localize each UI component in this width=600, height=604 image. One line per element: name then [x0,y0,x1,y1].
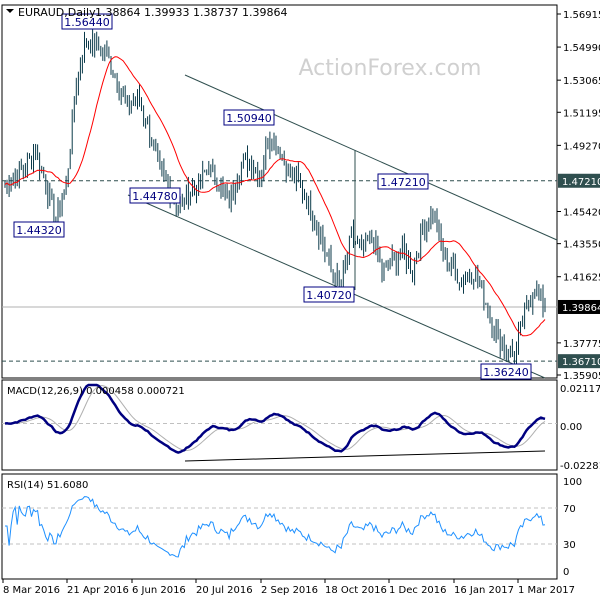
x-tick-label: 1 Dec 2016 [389,585,447,596]
price-level-tag [558,173,600,188]
price-annotation-text: 1.44780 [132,190,178,203]
price-annotation-text: 1.47210 [380,176,426,189]
x-tick-label: 20 Jul 2016 [196,585,253,596]
price-annotation-text: 1.50940 [226,112,272,125]
y-tick-label: 1.45420 [563,208,600,219]
header-symbol: EURAUD,Daily [18,6,96,19]
price-annotation-box [303,286,355,303]
x-tick-label: 18 Oct 2016 [325,585,387,596]
price-annotation-text: 1.44320 [16,224,62,237]
x-tick-label: 6 Jun 2016 [132,585,186,596]
price-annotation-text: 1.40720 [306,289,352,302]
macd-line [4,383,546,454]
y-tick-label: 1.37775 [563,339,600,350]
macd-y-tick-label: 0.021171 [560,384,600,395]
main-panel [1,4,558,379]
rsi-y-tick-label: 100 [563,477,582,488]
y-tick-label: 1.35905 [563,371,600,382]
y-tick-label: 1.56915 [563,10,600,21]
x-tick-label: 16 Jan 2017 [454,585,514,596]
current-price-tag-text: 1.39864 [562,303,600,314]
current-price-tag [558,299,600,314]
price-annotation-box [223,109,275,126]
header-menu-triangle-icon[interactable] [6,9,14,13]
x-tick-label: 21 Apr 2016 [67,585,129,596]
macd-signal-line [4,385,546,451]
macd-y-tick-label: -0.022814 [560,461,600,472]
y-tick-label: 1.43550 [563,240,600,251]
macd-title: MACD(12,26,9) 0.000458 0.000721 [7,386,185,397]
rsi-y-tick-label: 0 [563,567,569,578]
macd-y-tick-label: 0.00 [560,422,582,433]
rsi-y-tick-label: 30 [563,540,576,551]
rsi-line [5,496,546,558]
moving-average-line [4,56,546,337]
price-level-tag [558,354,600,369]
y-tick-label: 1.53065 [563,76,600,87]
price-annotation-text: 1.36240 [483,366,529,379]
y-tick-label: 1.51195 [563,108,600,119]
y-tick-label: 1.49270 [563,141,600,152]
y-tick-label: 1.41625 [563,273,600,284]
rsi-y-tick-label: 70 [563,504,576,515]
macd-trendline [184,450,546,462]
price-level-tag-text: 1.47210 [562,177,600,188]
price-annotation-box [480,363,532,380]
rsi-panel [1,473,558,580]
price-annotation-text: 1.56440 [64,16,110,29]
rsi-title: RSI(14) 51.6080 [7,480,88,491]
price-annotation-box [377,173,429,190]
x-tick-label: 8 Mar 2016 [3,585,60,596]
price-level-tag-text: 1.36710 [562,357,600,368]
watermark: ActionForex.com [299,56,482,81]
macd-panel [1,379,558,471]
y-tick-label: 1.54990 [563,43,600,54]
price-annotation-box [13,221,65,238]
price-annotation-box [61,13,113,30]
channel-upper-line [184,74,558,241]
price-annotation-box [129,187,181,204]
header-ohlc: 1.38864 1.39933 1.38737 1.39864 [95,6,287,19]
x-tick-label: 1 Mar 2017 [518,585,575,596]
x-tick-label: 2 Sep 2016 [261,585,318,596]
